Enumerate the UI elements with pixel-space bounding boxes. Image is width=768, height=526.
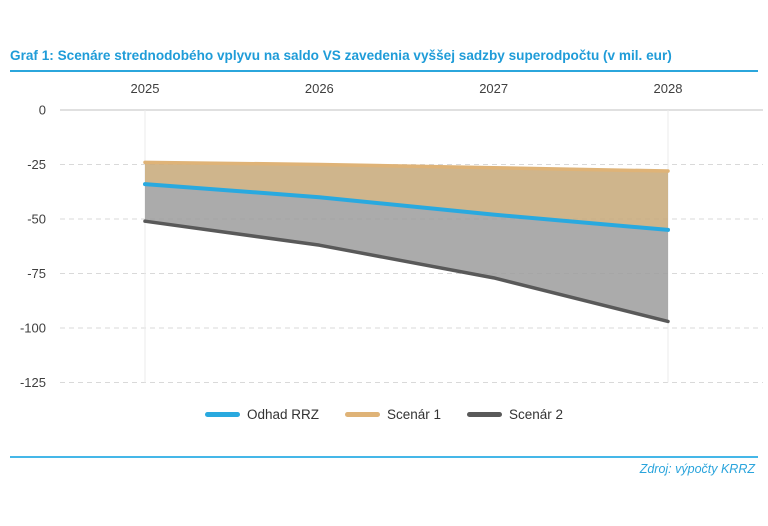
y-tick-label: -75	[27, 266, 46, 281]
x-axis-year-label: 2028	[654, 81, 683, 96]
series-line-odhad-rrz	[143, 182, 670, 232]
y-tick-label: -50	[27, 212, 46, 227]
legend-item-scenar-1: Scenár 1	[344, 407, 442, 422]
y-tick-label: 0	[39, 103, 46, 118]
y-tick-label: -125	[20, 375, 46, 390]
legend-label: Scenár 2	[509, 407, 564, 422]
legend-label: Scenár 1	[386, 407, 442, 422]
legend-label: Odhad RRZ	[246, 407, 319, 422]
legend-item-odhad-rrz: Odhad RRZ	[204, 407, 319, 422]
area-band	[145, 162, 668, 230]
y-tick-label: -100	[20, 321, 46, 336]
legend-line-sample-icon	[204, 412, 240, 417]
series-line-scenár-1	[143, 160, 670, 173]
series-line-scenár-2	[143, 219, 670, 324]
legend-item-scenar-2: Scenár 2	[467, 407, 563, 422]
footer-divider	[10, 456, 758, 458]
chart-legend: Odhad RRZ Scenár 1 Scenár 2	[0, 407, 768, 422]
legend-line-sample-icon	[467, 412, 503, 417]
legend-line-sample-icon	[344, 412, 380, 417]
x-axis-year-label: 2027	[479, 81, 508, 96]
source-note: Zdroj: výpočty KRRZ	[639, 462, 755, 476]
y-tick-label: -25	[27, 157, 46, 172]
chart-plot-area: 0 -25 -50 -75 -100 -125 2025 2026 2027 2028	[20, 81, 763, 390]
x-axis-year-label: 2025	[131, 81, 160, 96]
chart-title: Graf 1: Scenáre strednodobého vplyvu na …	[10, 48, 758, 72]
x-axis-year-label: 2026	[305, 81, 334, 96]
